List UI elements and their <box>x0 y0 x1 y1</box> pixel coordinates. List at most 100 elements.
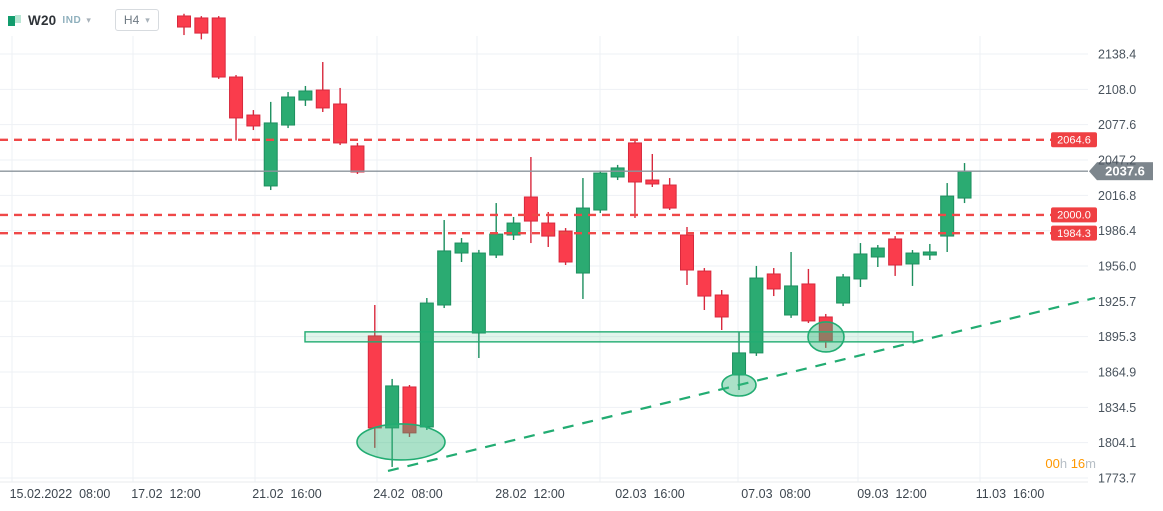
ellipse-annotation[interactable] <box>356 423 446 461</box>
candle-bearish <box>177 13 191 36</box>
bar-close-timer: 00h 16m <box>1036 456 1096 471</box>
candle-body <box>315 89 330 109</box>
candle-bearish <box>541 211 556 247</box>
candle-body <box>437 250 452 306</box>
candle-body <box>419 302 434 428</box>
price-tick-label: 2077.6 <box>1098 118 1136 132</box>
price-tick-label: 2138.4 <box>1098 48 1136 62</box>
candle-bullish <box>853 243 868 287</box>
price-tick-label: 1895.3 <box>1098 330 1136 344</box>
timer-hours-unit: h <box>1059 456 1068 471</box>
support-zone-rectangle[interactable] <box>304 331 914 343</box>
candle-bullish <box>836 273 851 307</box>
time-tick-label: 21.02 16:00 <box>252 487 322 501</box>
candle-body <box>593 172 608 211</box>
candle-body <box>801 283 816 322</box>
candle-bullish <box>281 92 296 129</box>
symbol-label[interactable]: W20 <box>28 12 57 28</box>
candle-body <box>229 76 244 119</box>
candle-bullish <box>593 171 608 214</box>
time-axis[interactable]: 15.02.2022 08:00 17.02 12:00 21.02 16:00 24… <box>10 487 1045 501</box>
price-level-line[interactable]: 1984.3 <box>0 225 1097 241</box>
candle-body <box>454 242 469 254</box>
candle-body <box>211 17 226 78</box>
candle-bullish <box>263 101 278 191</box>
candle-bearish <box>627 139 642 218</box>
current-price-badge <box>1097 162 1153 181</box>
candle-body <box>680 234 695 271</box>
time-tick-label: 17.02 12:00 <box>131 487 201 501</box>
candle-bullish <box>454 238 469 262</box>
price-level-badge-label: 2064.6 <box>1057 135 1091 147</box>
candle-bullish <box>749 265 764 356</box>
candle-bearish <box>246 110 261 131</box>
chevron-down-icon[interactable]: ▾ <box>86 14 91 25</box>
chart-toolbar: W20 IND ▾ H4 ▾ <box>8 9 159 31</box>
price-tick-label: 1864.9 <box>1098 365 1136 379</box>
price-level-badge <box>1051 225 1097 241</box>
candle-body <box>610 167 625 178</box>
timeframe-selector[interactable]: H4 ▾ <box>114 9 159 31</box>
candle-body <box>246 114 261 127</box>
ellipse-annotation[interactable] <box>721 373 757 397</box>
candle-body <box>471 252 486 334</box>
time-tick-label: 07.03 08:00 <box>741 487 811 501</box>
candle-body <box>333 103 348 144</box>
candle-body <box>870 247 885 258</box>
candle-bullish <box>957 163 972 204</box>
candle-bearish <box>333 87 348 146</box>
trendline[interactable] <box>387 296 1096 472</box>
instrument-icon <box>8 14 21 26</box>
candle-body <box>194 17 209 34</box>
candle-bullish <box>905 250 920 286</box>
price-level-badge-label: 1984.3 <box>1057 228 1091 240</box>
candle-bullish <box>575 178 590 299</box>
price-tick-label: 1804.1 <box>1098 436 1136 450</box>
price-axis[interactable]: 2138.4 2108.0 2077.6 2047.2 2016.8 1986.4 1956… <box>1098 48 1136 486</box>
ellipse-annotation[interactable] <box>807 321 845 353</box>
price-level-line[interactable]: 2064.6 <box>0 132 1097 148</box>
grid <box>0 36 1088 483</box>
timer-hours: 00 <box>1045 456 1060 471</box>
candle-body <box>905 252 920 265</box>
time-tick-label: 11.03 16:00 <box>976 487 1045 501</box>
current-price-badge-arrow <box>1089 162 1097 181</box>
candle-bullish <box>437 220 452 309</box>
candle-body <box>853 253 868 280</box>
timeframe-label: H4 <box>123 13 140 27</box>
price-tick-label: 1834.5 <box>1098 401 1136 415</box>
price-level-badge <box>1051 132 1097 148</box>
candle-bearish <box>697 268 712 311</box>
candle-body <box>177 15 191 28</box>
candle-body <box>888 238 903 266</box>
price-level-line[interactable]: 2000.0 <box>0 207 1097 223</box>
time-tick-label: 15.02.2022 08:00 <box>10 487 111 501</box>
candle-bullish <box>610 164 625 181</box>
candle-bullish <box>922 243 937 261</box>
candle-bullish <box>940 183 955 252</box>
candle-bearish <box>402 384 417 437</box>
price-level-badge <box>1051 207 1097 223</box>
candle-body <box>489 233 504 256</box>
candle-body <box>263 122 278 187</box>
price-tick-label: 1773.7 <box>1098 472 1136 486</box>
price-tick-label: 2108.0 <box>1098 83 1136 97</box>
candle-body <box>385 385 400 429</box>
current-price-badge-label: 2037.6 <box>1105 164 1145 179</box>
candle-bearish <box>766 268 781 297</box>
current-price-marker: 2037.6 <box>0 162 1153 181</box>
time-tick-label: 28.02 12:00 <box>495 487 565 501</box>
candle-body <box>957 170 972 199</box>
candle-body <box>784 285 799 316</box>
candle-body <box>662 184 677 209</box>
candle-body <box>645 179 660 185</box>
candle-bearish <box>888 236 903 276</box>
candle-body <box>714 294 729 318</box>
candle-bullish <box>298 85 313 106</box>
candle-series <box>177 13 972 467</box>
candle-body <box>749 277 764 354</box>
candle-body <box>836 276 851 304</box>
candle-body <box>697 270 712 297</box>
